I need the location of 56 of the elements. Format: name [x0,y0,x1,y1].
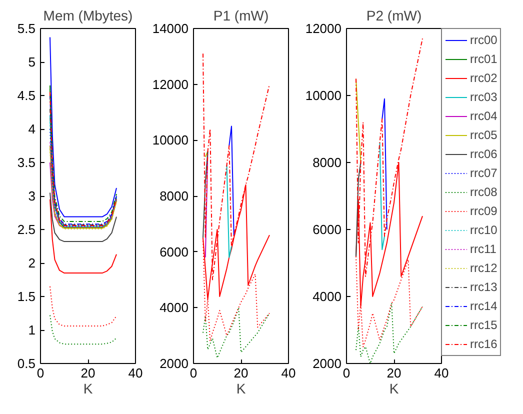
y-tick-label: 8000 [160,188,188,204]
y-tick-label: 10000 [305,88,342,103]
x-tick-label: 40 [434,366,449,380]
legend-label: rrc07 [470,165,498,181]
y-tick-label: 1 [28,322,36,338]
legend-label: rrc05 [470,127,498,143]
legend-label: rrc10 [470,222,498,238]
legend-label: rrc06 [470,146,498,162]
y-tick-label: 4 [28,122,36,136]
x-tick-label: 40 [128,366,143,380]
x-tick-label: 0 [36,366,44,380]
legend-label: rrc11 [470,241,496,257]
legend-label: rrc09 [470,203,498,219]
legend-label: rrc12 [470,260,498,276]
legend-label: rrc08 [470,184,498,200]
y-tick-label: 12000 [305,21,342,36]
chart-title: P2 (mW) [366,8,422,24]
y-tick-label: 4000 [312,289,342,304]
y-tick-label: 2.5 [17,222,36,237]
y-tick-label: 14000 [152,21,189,36]
y-tick-label: 6000 [312,222,342,237]
legend-label: rrc13 [470,279,498,295]
x-tick-label: 20 [386,366,402,380]
y-tick-label: 2000 [312,356,342,371]
y-tick-label: 5 [28,54,36,70]
legend-label: rrc14 [470,298,498,314]
legend-label: rrc16 [470,336,498,352]
x-tick-label: 0 [342,366,350,380]
y-tick-label: 4000 [160,300,188,316]
chart-title: Mem (Mbytes) [43,8,133,24]
y-tick-label: 2 [28,256,36,270]
x-tick-label: 20 [234,366,248,380]
y-tick-label: 12000 [152,76,189,92]
x-tick-label: 0 [190,366,198,380]
x-axis-title: K [389,380,400,396]
y-tick-label: 8000 [312,155,342,170]
legend-label: rrc00 [470,32,498,48]
y-tick-label: 3 [28,188,36,204]
y-tick-label: 5.5 [17,21,36,36]
y-tick-label: 3.5 [17,155,36,170]
x-tick-label: 40 [281,366,296,380]
y-tick-label: 2000 [160,356,188,371]
legend-label: rrc15 [470,317,498,333]
y-tick-label: 0.5 [17,356,36,371]
y-tick-label: 10000 [152,132,189,148]
y-tick-label: 1.5 [17,289,36,304]
x-axis-title: K [236,380,246,396]
x-tick-label: 20 [80,366,96,380]
legend-label: rrc02 [470,70,498,86]
y-tick-label: 4.5 [17,88,36,103]
y-tick-label: 6000 [160,244,188,260]
x-axis-title: K [83,380,94,396]
legend-label: rrc04 [470,108,498,124]
chart-title: P1 (mW) [213,8,269,24]
legend-label: rrc03 [470,89,498,105]
legend-label: rrc01 [470,51,498,67]
